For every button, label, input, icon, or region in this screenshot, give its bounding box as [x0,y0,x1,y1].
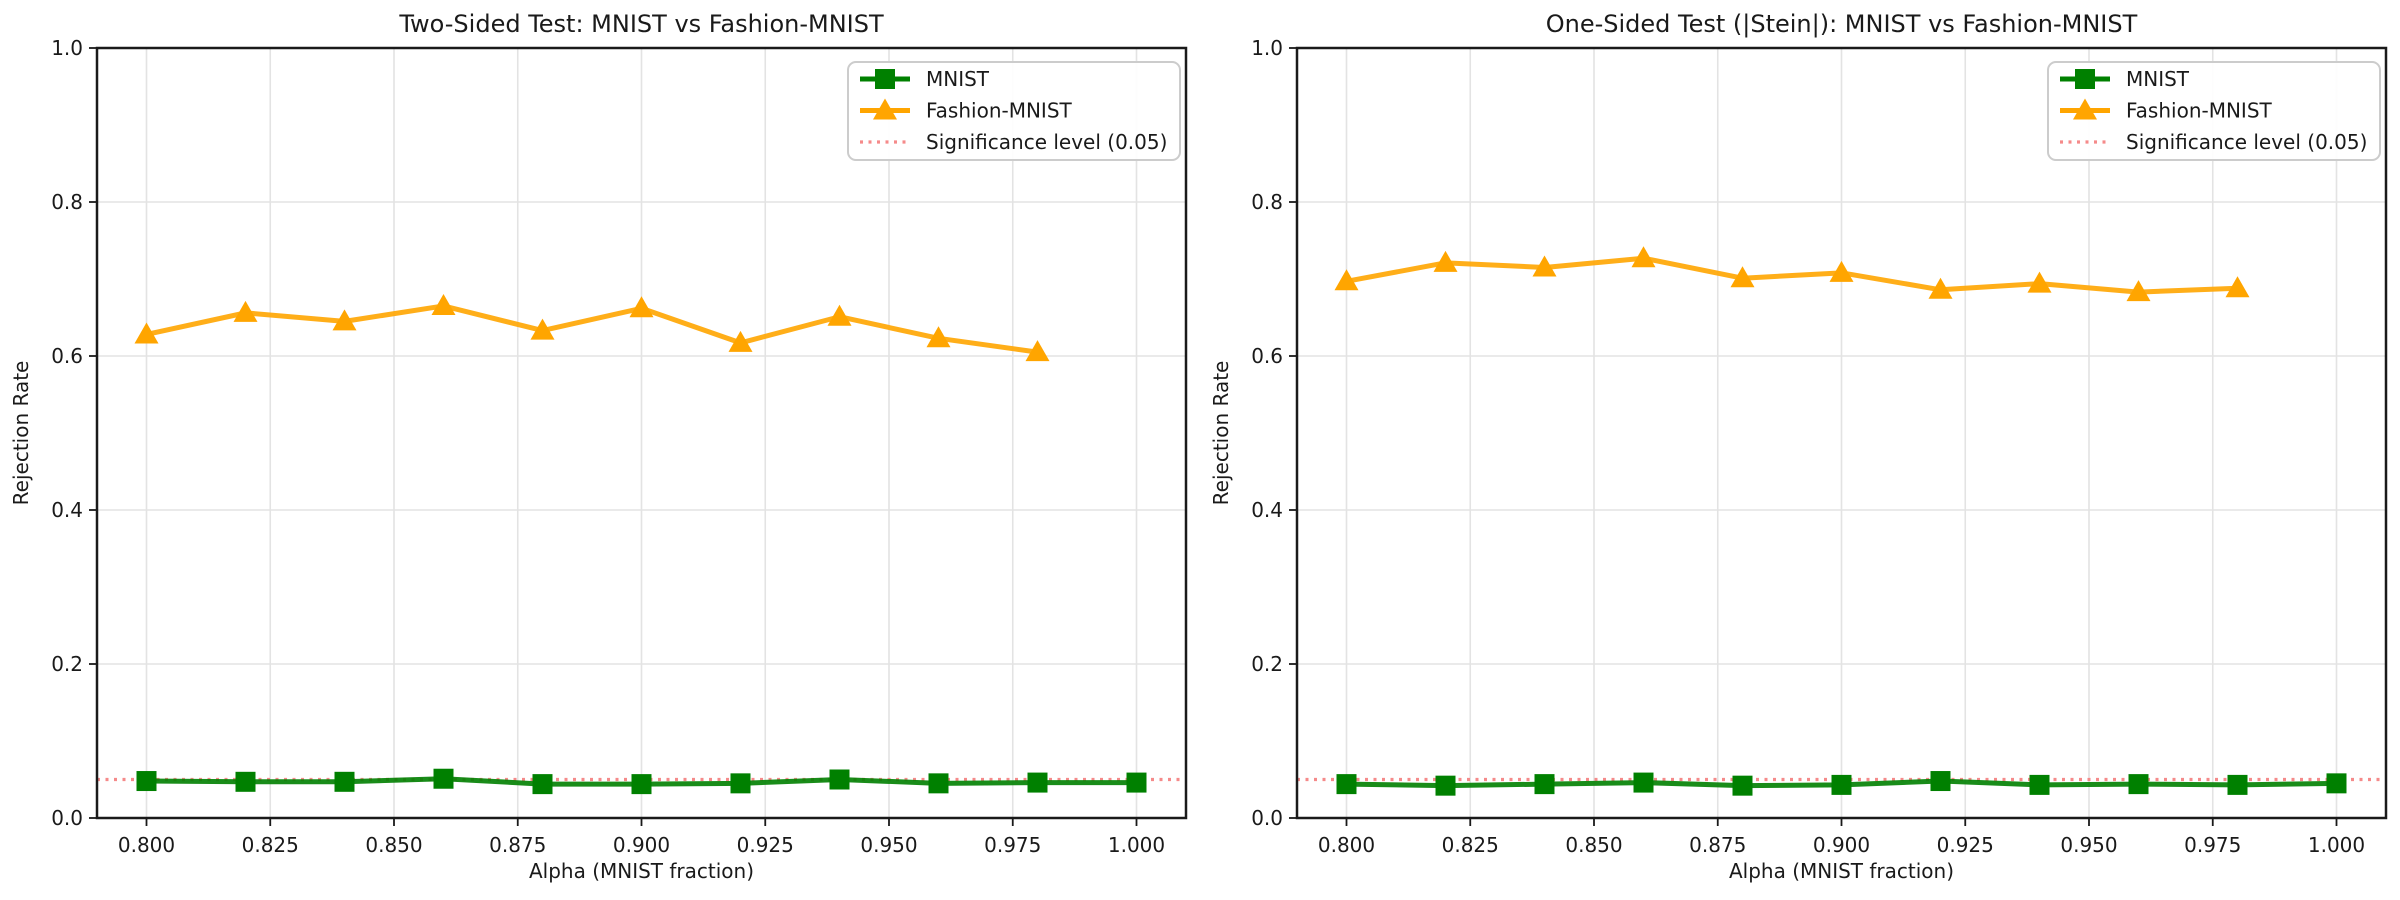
y-tick-label: 0.4 [51,498,83,522]
x-tick-label: 0.825 [1442,833,1499,857]
y-tick-label: 0.0 [1251,806,1283,830]
marker-square-mnist [1534,774,1555,795]
marker-triangle-fashion-mnist [134,322,159,344]
chart-panel-one-sided: 0.800 0.825 0.850 0.875 0.900 0.925 0.950 0.975… [1200,0,2400,900]
y-tick-label: 0.8 [1251,190,1283,214]
legend-label: Significance level (0.05) [2126,130,2367,154]
marker-square-mnist [433,768,454,789]
x-tick-label: 0.975 [2184,833,2241,857]
marker-triangle-fashion-mnist [1730,266,1755,288]
marker-square-mnist [2227,774,2248,795]
marker-square-mnist [235,771,256,792]
marker-triangle-fashion-mnist [827,304,852,326]
chart-title: One-Sided Test (|Stein|): MNIST vs Fashi… [1546,10,2138,38]
marker-square-mnist [2128,774,2149,795]
y-axis-label: Rejection Rate [9,361,33,506]
x-tick-label: 0.925 [1937,833,1994,857]
marker-triangle-fashion-mnist [2225,276,2250,298]
marker-triangle-fashion-mnist [2027,271,2052,293]
series-line-fashion-mnist [145,303,1038,355]
y-tick-label: 1.0 [1251,36,1283,60]
marker-square-mnist [136,771,157,792]
x-tick-label: 0.800 [1318,833,1375,857]
x-tick-label: 0.900 [1813,833,1870,857]
series-line-fashion-mnist [1346,255,2238,295]
legend-label: MNIST [926,67,990,91]
x-tick-label: 0.950 [2060,833,2117,857]
x-axis-label: Alpha (MNIST fraction) [1729,859,1954,883]
marker-triangle-fashion-mnist [1334,269,1359,291]
marker-square-mnist [1336,774,1357,795]
legend-label: MNIST [2126,67,2190,91]
marker-triangle-fashion-mnist [629,296,654,318]
x-tick-label: 0.850 [365,833,422,857]
y-tick-label: 0.2 [1251,652,1283,676]
marker-square-mnist [1027,772,1048,793]
marker-triangle-fashion-mnist [926,326,951,348]
marker-square-mnist [532,774,553,795]
y-tick-label: 0.4 [1251,498,1283,522]
legend-label: Fashion-MNIST [926,99,1073,123]
marker-square-mnist [1732,775,1753,796]
marker-triangle-fashion-mnist [431,293,456,315]
y-tick-label: 0.8 [51,190,83,214]
x-axis-label: Alpha (MNIST fraction) [529,859,754,883]
marker-triangle-fashion-mnist [233,300,258,322]
marker-square-mnist [2326,773,2347,794]
legend-label: Significance level (0.05) [926,130,1167,154]
x-tick-label: 0.975 [984,833,1041,857]
marker-triangle-fashion-mnist [1025,340,1050,362]
marker-triangle-fashion-mnist [1829,260,1854,282]
x-tick-label: 0.950 [860,833,917,857]
x-tick-label: 0.850 [1565,833,1622,857]
marker-square-mnist [2029,774,2050,795]
y-tick-label: 0.0 [51,806,83,830]
marker-square-mnist [730,773,751,794]
x-tick-label: 0.875 [489,833,546,857]
marker-triangle-fashion-mnist [728,330,753,352]
two-sided-test-chart-svg: 0.800 0.825 0.850 0.875 0.900 0.925 0.950 0.975… [9,10,1188,883]
legend-marker-square [2075,69,2095,89]
marker-square-mnist [1126,772,1147,793]
y-axis-label: Rejection Rate [1209,361,1233,506]
one-sided-test-chart-svg: 0.800 0.825 0.850 0.875 0.900 0.925 0.950 0.975… [1200,0,2400,900]
marker-square-mnist [631,774,652,795]
marker-triangle-fashion-mnist [1631,246,1656,268]
marker-triangle-fashion-mnist [332,309,357,331]
x-tick-label: 1.000 [2308,833,2365,857]
x-tick-label: 0.900 [613,833,670,857]
y-tick-label: 0.2 [51,652,83,676]
x-tick-label: 0.925 [737,833,794,857]
legend-marker-triangle [873,98,897,120]
y-tick-label: 1.0 [51,36,83,60]
x-tick-label: 0.825 [242,833,299,857]
y-tick-label: 0.6 [51,344,83,368]
x-tick-label: 0.875 [1689,833,1746,857]
marker-square-mnist [1930,771,1951,792]
marker-triangle-fashion-mnist [530,318,555,340]
legend-marker-square [875,69,895,89]
marker-square-mnist [829,769,850,790]
marker-triangle-fashion-mnist [1532,255,1557,277]
marker-square-mnist [334,771,355,792]
y-tick-label: 0.6 [1251,344,1283,368]
legend-box [847,61,1181,161]
marker-square-mnist [1435,775,1456,796]
legend-label: Fashion-MNIST [2126,99,2273,123]
legend-marker-triangle [2073,98,2097,120]
chart-panel-two-sided: 0.800 0.825 0.850 0.875 0.900 0.925 0.950 0.975… [9,10,1188,883]
marker-square-mnist [1633,772,1654,793]
x-tick-label: 0.800 [118,833,175,857]
marker-triangle-fashion-mnist [2126,280,2151,302]
marker-square-mnist [928,773,949,794]
chart-title: Two-Sided Test: MNIST vs Fashion-MNIST [398,10,884,38]
marker-square-mnist [1831,774,1852,795]
marker-triangle-fashion-mnist [1928,277,1953,299]
legend-box [2047,61,2381,161]
x-tick-label: 1.000 [1108,833,1165,857]
marker-triangle-fashion-mnist [1433,250,1458,272]
